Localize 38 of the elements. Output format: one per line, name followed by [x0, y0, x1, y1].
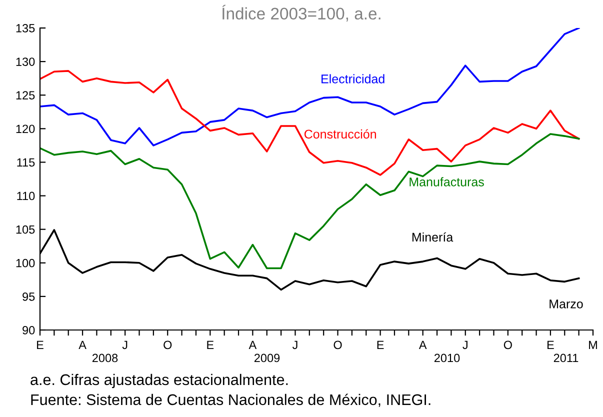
series-label: Manufacturas [410, 177, 484, 186]
x-tick-label: E [547, 340, 554, 349]
x-tick-label: A [248, 340, 257, 349]
y-tick-label: 95 [22, 292, 35, 301]
x-tick-label: O [164, 340, 172, 350]
x-tick-label: O [504, 340, 512, 350]
y-tick-label: 120 [16, 124, 35, 134]
series-label: Construcción [304, 129, 376, 139]
y-tick-label: 105 [16, 225, 35, 234]
y-tick-label: 130 [16, 58, 35, 66]
y-tick-label: 125 [16, 91, 35, 100]
x-tick-label: J [122, 340, 128, 350]
text: 2009 [254, 354, 280, 362]
line-series [40, 70, 580, 176]
x-tick-label: A [418, 340, 427, 349]
x-tick-label: E [37, 340, 44, 349]
text: 2008 [92, 354, 118, 362]
y-tick-label: 135 [16, 24, 35, 32]
y-tick-label: 115 [17, 158, 35, 167]
line-series [40, 28, 580, 146]
text: 2010 [434, 354, 460, 362]
x-tick-label: J [462, 340, 468, 350]
y-tick-label: 110 [17, 192, 35, 200]
x-tick-label: A [78, 340, 86, 349]
chart-title: Índice 2003=100, a.e. [222, 4, 380, 22]
annotation: Marzo [550, 300, 583, 308]
x-tick-label: O [334, 340, 342, 350]
series-label: Minería [412, 232, 454, 242]
y-tick-label: 100 [16, 258, 35, 268]
x-tick-label: M [589, 340, 597, 349]
series-label: Electricidad [322, 74, 384, 84]
x-tick-label: J [292, 340, 298, 350]
y-tick-label: 90 [22, 326, 35, 334]
text: 2011 [554, 354, 578, 362]
source-note: Fuente: Sistema de Cuentas Nacionales de México, INEGI. [31, 394, 430, 407]
text: a.e. Cifras ajustadas estacionalmente. [30, 374, 288, 388]
x-tick-label: E [207, 340, 214, 349]
x-tick-label: E [377, 340, 384, 349]
